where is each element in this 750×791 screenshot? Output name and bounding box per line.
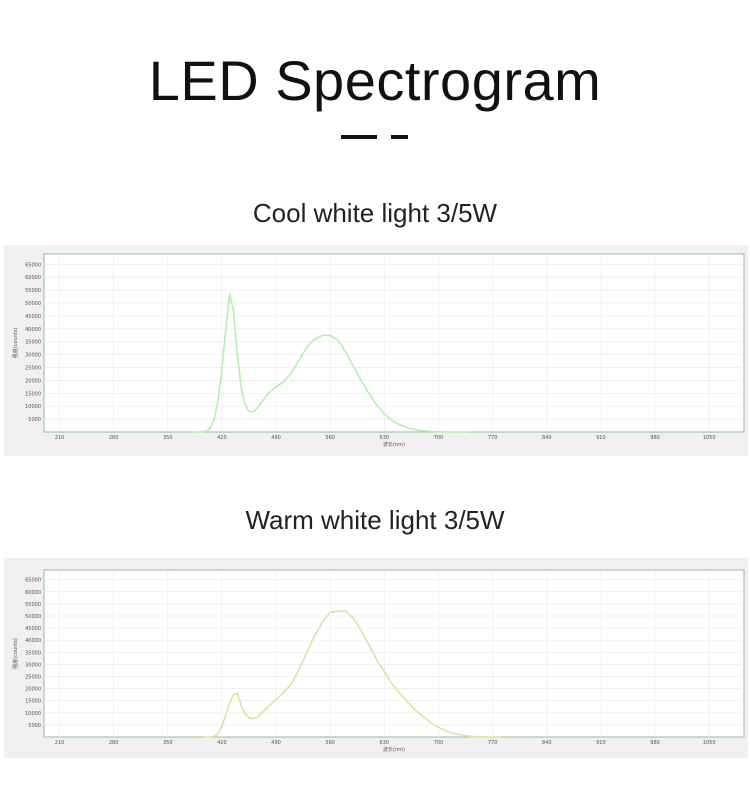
y-tick-label: 55000 xyxy=(25,288,41,294)
x-tick-label: 280 xyxy=(109,740,119,746)
title-underline-short xyxy=(391,135,408,139)
plot-area xyxy=(43,569,745,738)
x-tick-label: 840 xyxy=(542,740,552,746)
y-tick-label: 10000 xyxy=(25,711,41,717)
y-tick-label: 15000 xyxy=(25,391,41,397)
y-tick-label: 5000 xyxy=(28,417,41,423)
y-tick-label: 60000 xyxy=(25,590,41,596)
spectrum-line xyxy=(191,293,470,433)
x-tick-label: 560 xyxy=(325,435,335,441)
y-tick-label: 25000 xyxy=(25,674,41,680)
y-axis-label: 强度(counts) xyxy=(12,638,19,669)
x-tick-label: 420 xyxy=(217,435,227,441)
x-tick-label: 210 xyxy=(55,740,65,746)
y-tick-label: 45000 xyxy=(25,626,41,632)
x-tick-label: 210 xyxy=(55,435,65,441)
y-tick-label: 5000 xyxy=(28,723,41,729)
y-tick-label: 45000 xyxy=(25,314,41,320)
x-tick-label: 700 xyxy=(434,740,444,746)
x-tick-label: 700 xyxy=(434,435,444,441)
y-tick-label: 35000 xyxy=(25,650,41,656)
page-title: LED Spectrogram xyxy=(148,49,602,112)
x-tick-label: 280 xyxy=(109,435,119,441)
x-tick-label: 350 xyxy=(163,740,173,746)
y-tick-label: 50000 xyxy=(25,614,41,620)
x-tick-label: 770 xyxy=(488,435,498,441)
x-axis-label: 波长(nm) xyxy=(383,746,405,753)
cool-white-chart: 210 280 350 420 490 560 630 700 770 840 910 980 1050… xyxy=(4,245,748,456)
x-axis-label: 波长(nm) xyxy=(383,441,405,448)
y-tick-label: 40000 xyxy=(25,638,41,644)
y-axis-label: 强度(counts) xyxy=(12,328,19,359)
x-tick-label: 560 xyxy=(325,740,335,746)
cool-white-heading: Cool white light 3/5W xyxy=(252,198,498,228)
y-tick-label: 30000 xyxy=(25,662,41,668)
spectrum-line xyxy=(202,610,501,738)
y-tick-label: 20000 xyxy=(25,378,41,384)
y-tick-label: 10000 xyxy=(25,404,41,410)
y-tick-label: 55000 xyxy=(25,602,41,608)
x-tick-label: 980 xyxy=(650,435,660,441)
y-tick-label: 20000 xyxy=(25,687,41,693)
y-tick-label: 65000 xyxy=(25,262,41,268)
x-tick-label: 840 xyxy=(542,435,552,441)
warm-white-chart: 210 280 350 420 490 560 630 700 770 840 910 980 1050… xyxy=(4,558,748,758)
y-tick-label: 65000 xyxy=(25,578,41,584)
y-tick-label: 35000 xyxy=(25,340,41,346)
plot-area xyxy=(43,253,745,433)
x-tick-label: 910 xyxy=(596,435,606,441)
y-tick-label: 25000 xyxy=(25,366,41,372)
x-tick-label: 1050 xyxy=(703,740,716,746)
x-tick-label: 350 xyxy=(163,435,173,441)
x-tick-label: 630 xyxy=(380,435,390,441)
title-underline-long xyxy=(341,135,377,139)
x-tick-label: 490 xyxy=(271,740,281,746)
y-tick-label: 30000 xyxy=(25,353,41,359)
warm-white-spectrum-svg: 210 280 350 420 490 560 630 700 770 840 910 980 1050… xyxy=(12,569,745,753)
y-tick-label: 40000 xyxy=(25,327,41,333)
cool-white-spectrum-svg: 210 280 350 420 490 560 630 700 770 840 910 980 1050… xyxy=(12,253,745,448)
warm-white-heading: Warm white light 3/5W xyxy=(245,505,505,535)
x-tick-label: 490 xyxy=(271,435,281,441)
x-tick-label: 630 xyxy=(380,740,390,746)
y-tick-label: 60000 xyxy=(25,275,41,281)
x-tick-label: 420 xyxy=(217,740,227,746)
y-tick-label: 50000 xyxy=(25,301,41,307)
x-tick-label: 770 xyxy=(488,740,498,746)
y-tick-label: 15000 xyxy=(25,699,41,705)
x-tick-label: 910 xyxy=(596,740,606,746)
x-tick-label: 1050 xyxy=(703,435,716,441)
x-tick-label: 980 xyxy=(650,740,660,746)
